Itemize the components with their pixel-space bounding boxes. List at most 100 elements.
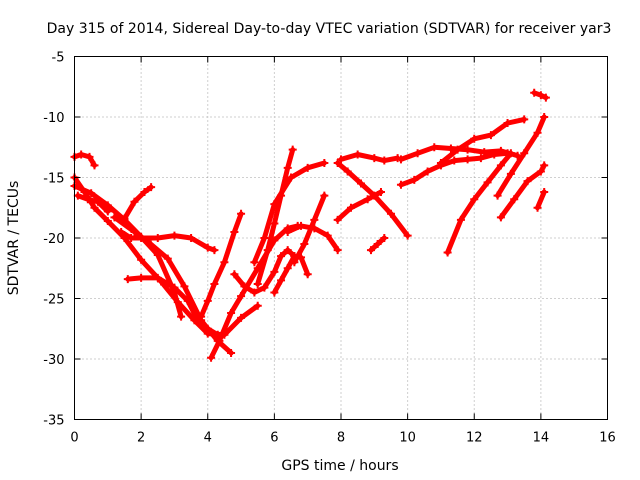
data-point-marker	[230, 227, 239, 236]
data-point-marker	[290, 258, 299, 267]
data-point-marker	[540, 113, 549, 121]
data-point-marker	[237, 209, 246, 218]
y-tick-label: -30	[43, 353, 64, 368]
data-point-marker	[463, 145, 472, 154]
y-tick-label: -10	[43, 111, 64, 126]
y-tick-labels: -35 -30 -25 -20 -15 -10 -5	[43, 51, 64, 429]
data-point-marker	[187, 234, 196, 242]
data-point-marker	[120, 214, 129, 223]
data-series	[70, 88, 550, 362]
data-point-marker	[180, 282, 189, 291]
data-point-marker	[215, 336, 224, 345]
data-point-marker	[110, 213, 119, 222]
x-tick-label: 12	[466, 431, 483, 446]
series-track-27	[535, 189, 547, 211]
data-point-marker	[363, 195, 372, 204]
data-point-marker	[130, 227, 139, 236]
data-point-marker	[470, 195, 479, 204]
data-point-marker	[253, 301, 262, 310]
data-point-marker	[270, 219, 279, 228]
data-point-marker	[541, 93, 550, 102]
series-track-10	[198, 211, 244, 320]
data-point-marker	[463, 155, 472, 164]
data-point-marker	[320, 158, 329, 167]
data-point-marker	[476, 154, 485, 163]
data-point-marker	[137, 234, 146, 242]
data-point-marker	[210, 279, 219, 288]
data-point-marker	[536, 91, 545, 100]
data-point-marker	[396, 180, 405, 189]
data-point-marker	[486, 131, 495, 140]
series-track-19	[335, 189, 384, 223]
data-point-marker	[470, 134, 479, 143]
data-point-marker	[396, 155, 405, 164]
data-point-marker	[237, 292, 246, 301]
data-point-marker	[103, 217, 112, 226]
data-point-marker	[203, 243, 212, 252]
x-tick-label: 6	[270, 431, 278, 446]
data-point-marker	[453, 145, 462, 154]
data-point-marker	[283, 227, 292, 236]
data-point-marker	[320, 191, 329, 200]
data-point-marker	[506, 149, 515, 158]
data-point-marker	[283, 264, 292, 273]
data-point-marker	[153, 234, 162, 242]
data-point-marker	[137, 273, 146, 282]
data-point-marker	[147, 183, 156, 192]
data-point-marker	[85, 152, 94, 161]
data-point-marker	[523, 177, 532, 186]
data-point-marker	[380, 156, 389, 165]
data-point-marker	[230, 270, 239, 279]
data-point-marker	[503, 119, 512, 128]
data-point-marker	[540, 188, 549, 197]
x-tick-label: 0	[70, 431, 78, 446]
data-point-marker	[346, 203, 355, 212]
data-point-marker	[250, 288, 259, 297]
data-point-marker	[207, 353, 216, 362]
x-tick-label: 2	[137, 431, 145, 446]
series-track-7	[72, 152, 97, 168]
data-point-marker	[203, 324, 212, 333]
data-point-marker	[423, 167, 432, 176]
data-point-marker	[117, 227, 126, 236]
data-point-marker	[240, 282, 249, 291]
series-track-8	[75, 193, 111, 214]
data-point-marker	[450, 156, 459, 165]
data-point-marker	[170, 231, 179, 240]
data-point-marker	[410, 175, 419, 184]
data-point-marker	[343, 167, 352, 176]
y-tick-label: -20	[43, 232, 64, 247]
data-point-marker	[277, 252, 286, 261]
data-point-marker	[287, 173, 296, 182]
data-point-marker	[333, 246, 342, 255]
data-point-marker	[496, 161, 505, 170]
y-tick-label: -15	[43, 172, 64, 187]
data-point-marker	[333, 215, 342, 224]
y-tick-label: -35	[43, 414, 64, 429]
data-point-marker	[533, 128, 542, 137]
data-point-marker	[380, 234, 389, 242]
data-point-marker	[140, 188, 149, 197]
data-point-marker	[297, 221, 306, 230]
data-point-marker	[227, 348, 236, 357]
data-point-marker	[283, 246, 292, 255]
data-point-marker	[536, 167, 545, 176]
data-point-marker	[403, 231, 412, 240]
data-point-marker	[227, 309, 236, 318]
data-point-marker	[496, 213, 505, 222]
data-point-marker	[127, 234, 136, 242]
data-point-marker	[163, 254, 172, 263]
data-point-marker	[510, 195, 519, 204]
data-point-marker	[197, 312, 206, 321]
data-point-marker	[277, 276, 286, 285]
data-point-marker	[370, 154, 379, 163]
data-point-marker	[373, 240, 382, 249]
data-point-marker	[300, 240, 309, 249]
data-point-marker	[530, 88, 539, 97]
data-point-marker	[77, 150, 86, 159]
data-point-marker	[337, 155, 345, 164]
data-point-marker	[288, 145, 297, 154]
data-point-marker	[520, 149, 529, 158]
data-point-marker	[483, 178, 492, 187]
